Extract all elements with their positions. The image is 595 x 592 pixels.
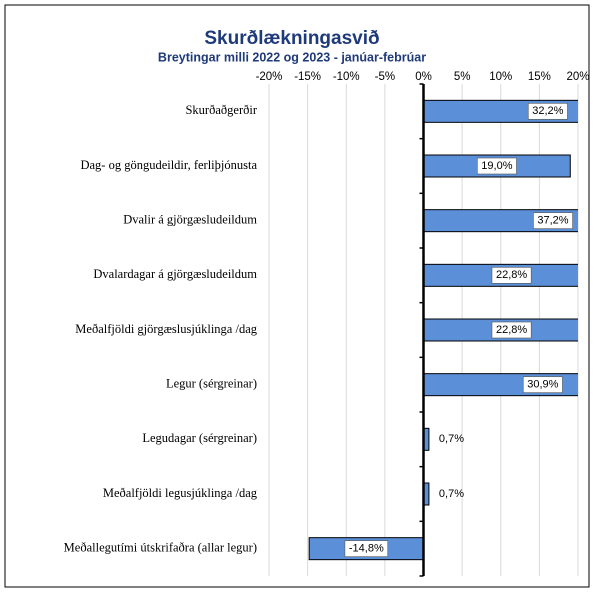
value-label-box — [491, 267, 532, 284]
value-label-box — [491, 321, 532, 339]
x-tick-label: 0% — [415, 71, 432, 83]
x-tick-label: 15% — [528, 71, 551, 83]
value-label: 19,0% — [481, 160, 512, 172]
value-label: 0,7% — [439, 488, 464, 500]
y-tick-label: Legudagar (sérgreinar) — [142, 431, 257, 445]
chart-title: Skurðlækningasvið — [204, 28, 379, 49]
x-tick-label: -10% — [333, 71, 360, 83]
x-tick-label: 5% — [454, 71, 471, 83]
value-label-box — [533, 212, 573, 229]
x-tick-label: -20% — [256, 71, 283, 83]
y-tick-label: Dag- og göngudeildir, ferliþjónusta — [80, 158, 257, 172]
value-label-box — [527, 103, 568, 120]
y-tick-label: Legur (sérgreinar) — [166, 377, 257, 391]
value-label: -14,8% — [349, 543, 384, 555]
y-tick-label: Meðallegutími útskrifaðra (allar legur) — [64, 541, 257, 555]
x-tick-label: -15% — [294, 71, 321, 83]
value-label: 0,7% — [439, 433, 464, 445]
value-label-box — [476, 157, 517, 175]
value-label: 22,8% — [496, 269, 527, 281]
bar — [423, 99, 578, 123]
value-label: 30,9% — [527, 379, 558, 391]
chart-border — [4, 4, 590, 588]
y-tick-label: Dvalir á gjörgæsludeildum — [123, 213, 257, 227]
value-label: 37,2% — [537, 215, 568, 227]
value-label: 22,8% — [496, 324, 527, 336]
y-tick-label: Meðalfjöldi gjörgæslusjúklinga /dag — [75, 322, 257, 336]
value-label: 32,2% — [532, 105, 563, 117]
value-label-box — [344, 540, 389, 557]
y-tick-label: Dvalardagar á gjörgæsludeildum — [93, 267, 257, 281]
x-tick-label: 20% — [566, 71, 589, 83]
value-label-box — [522, 376, 563, 393]
chart-subtitle: Breytingar milli 2022 og 2023 - janúar-f… — [158, 50, 426, 64]
y-tick-label: Skurðaðgerðir — [185, 103, 257, 117]
y-tick-label: Meðalfjöldi legusjúklinga /dag — [103, 486, 258, 500]
x-tick-label: 10% — [489, 71, 512, 83]
bar — [423, 373, 578, 397]
x-tick-label: -5% — [375, 71, 395, 83]
